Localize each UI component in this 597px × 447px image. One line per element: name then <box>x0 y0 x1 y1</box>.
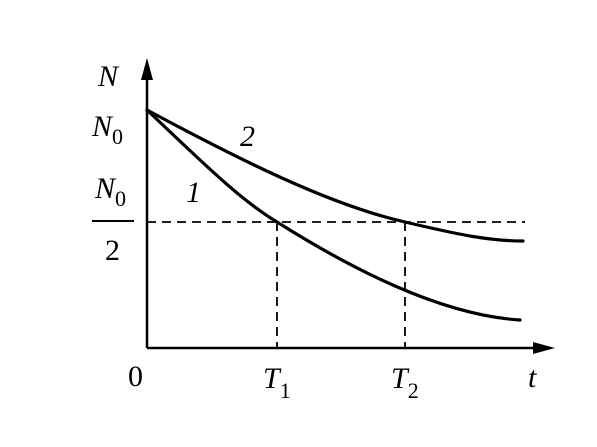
t1-subscript: 1 <box>280 378 291 403</box>
origin-label: 0 <box>128 360 143 393</box>
y-axis-arrow <box>141 58 153 80</box>
n0-symbol: N <box>91 110 114 143</box>
t1-symbol: T <box>263 362 282 395</box>
half-n0-numerator: N0 <box>94 172 126 211</box>
x-axis-label: t <box>528 361 537 394</box>
half-n0-symbol: N <box>94 172 117 205</box>
t2-subscript: 2 <box>408 378 419 403</box>
x-axis-arrow <box>533 342 555 354</box>
curve-1 <box>145 108 522 322</box>
n0-subscript: 0 <box>112 124 123 149</box>
n0-label: N0 <box>91 110 123 149</box>
half-n0-subscript: 0 <box>115 186 126 211</box>
curve-2 <box>145 108 525 243</box>
half-n0-denominator: 2 <box>105 234 120 267</box>
curve-1-label: 1 <box>186 176 201 209</box>
curve-2-label: 2 <box>240 120 255 153</box>
t2-symbol: T <box>391 362 410 395</box>
t1-label: T1 <box>263 362 291 403</box>
y-axis-label: N <box>97 60 120 93</box>
t2-label: T2 <box>391 362 419 403</box>
